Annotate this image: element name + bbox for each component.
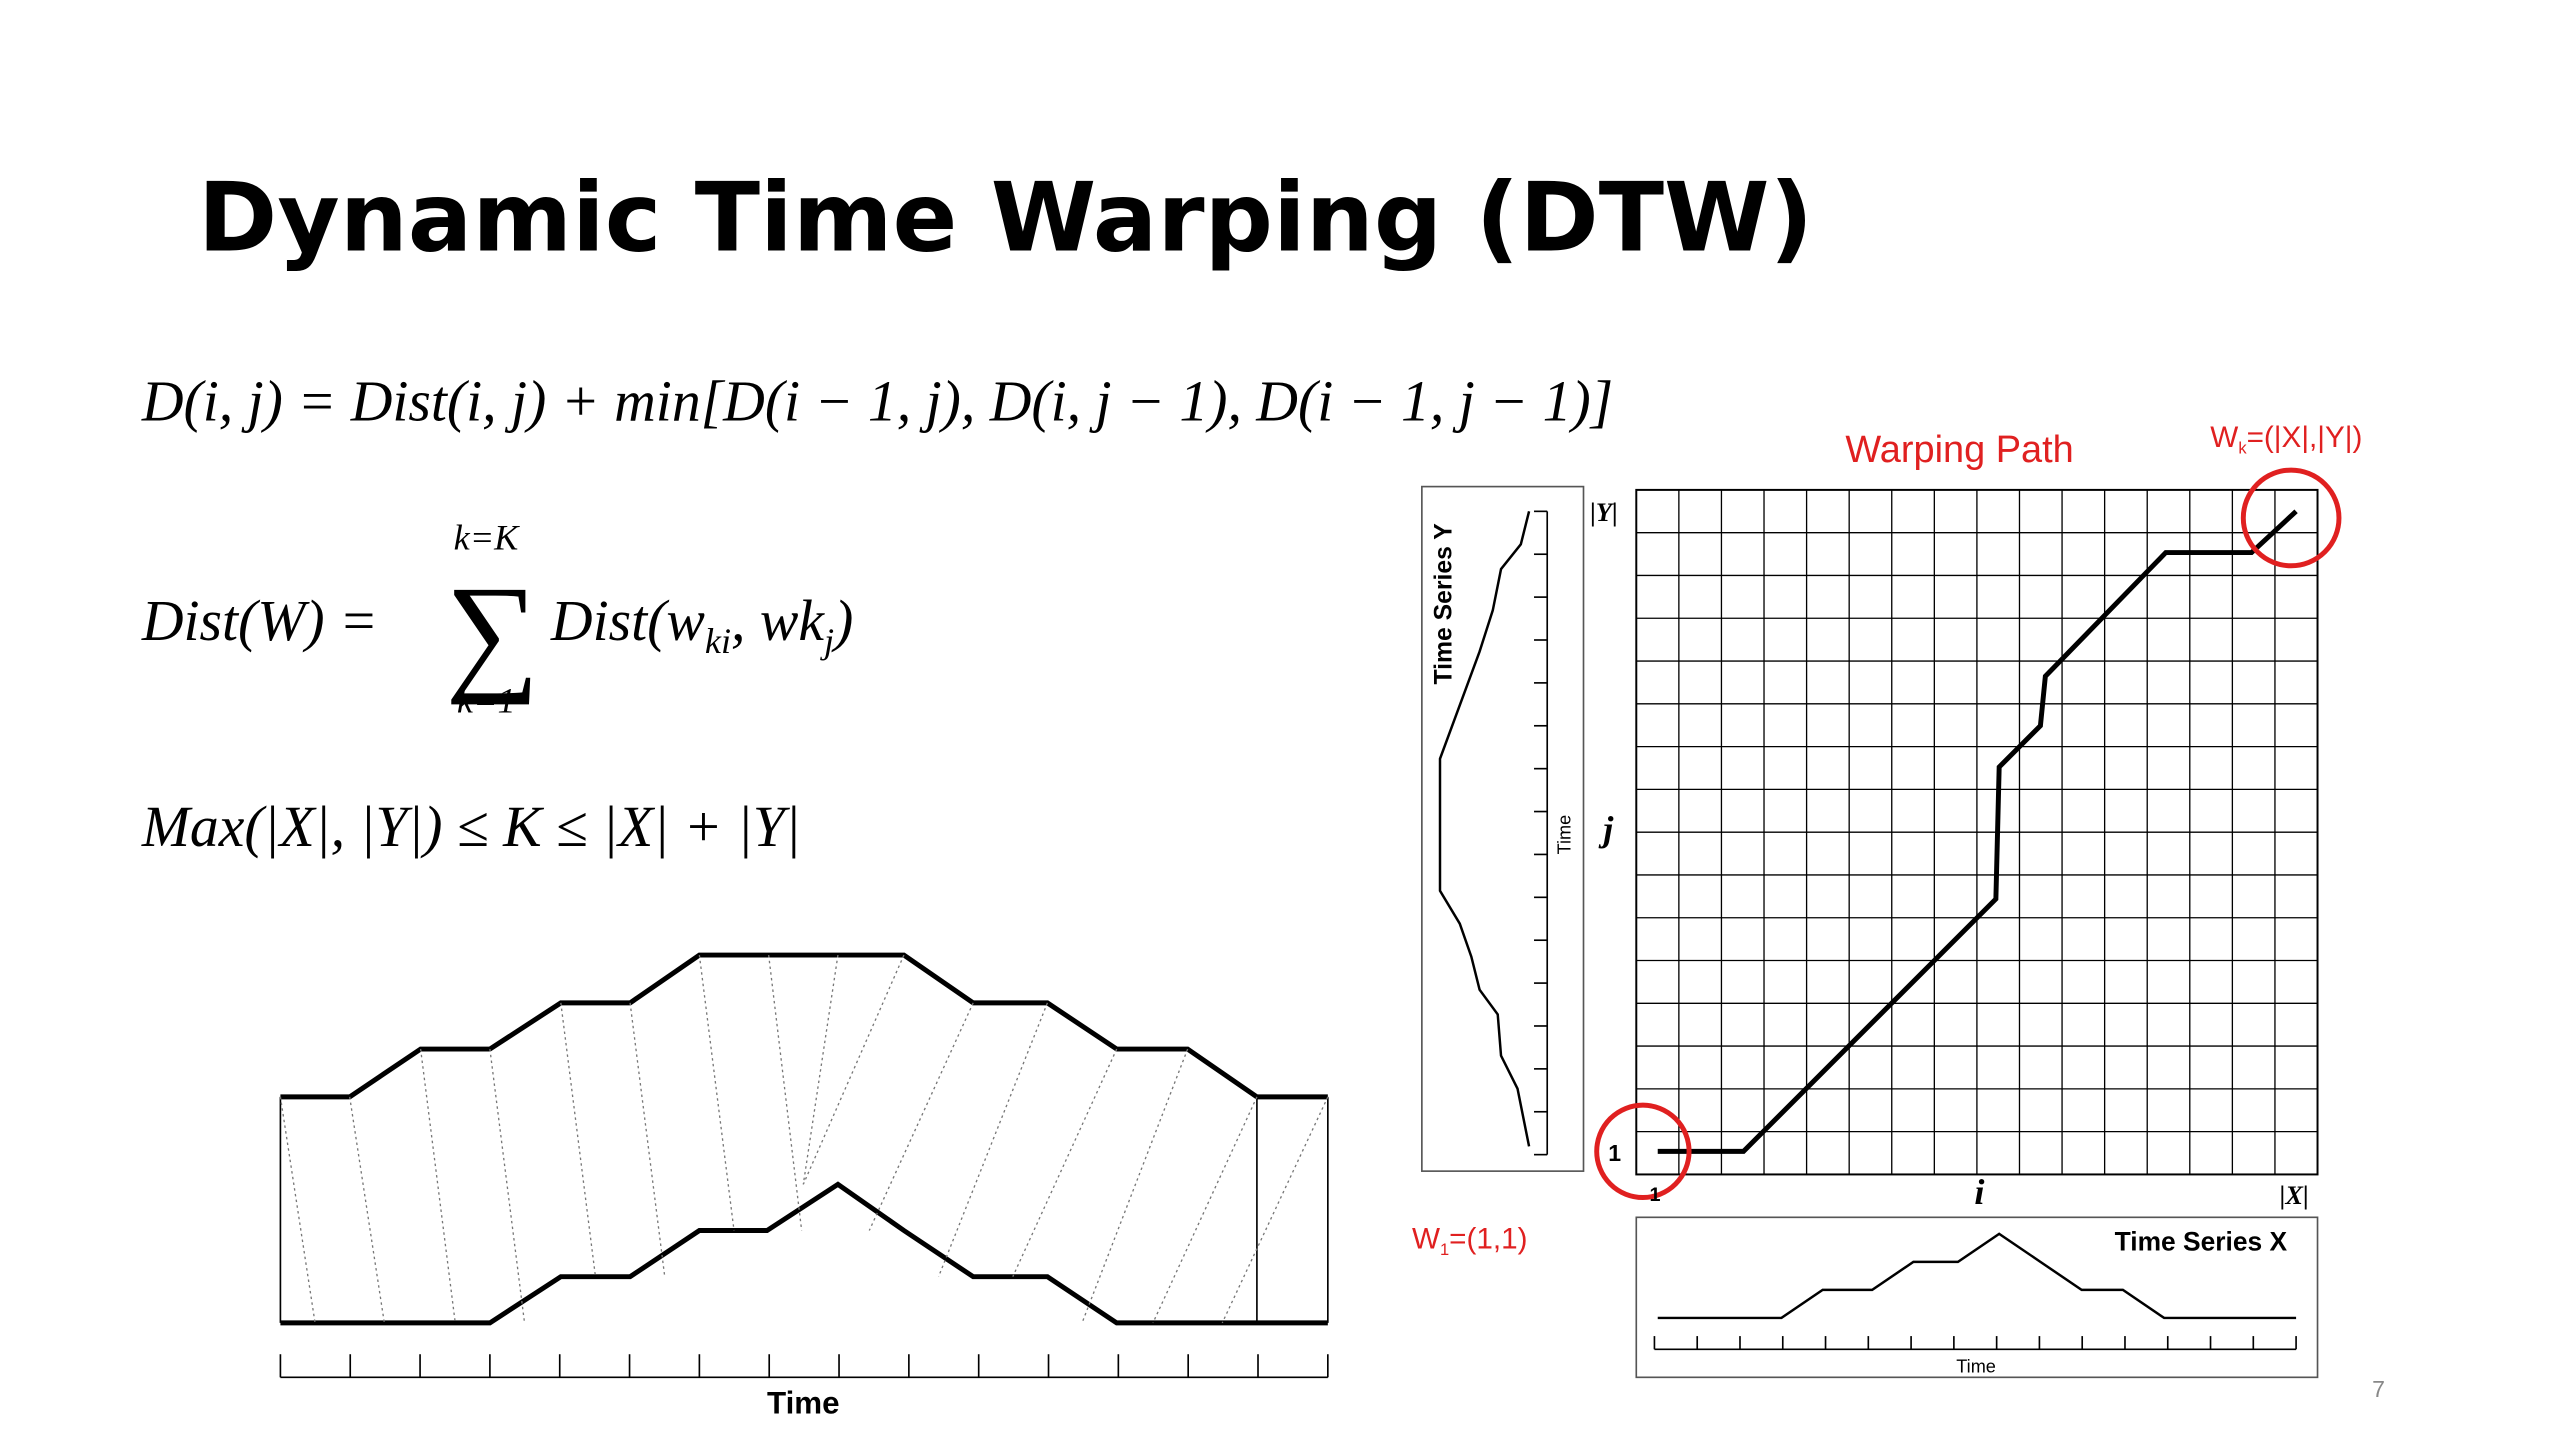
connector [802,954,839,1185]
warping-path [1657,509,2298,1154]
y-one-label: 1 [1608,1140,1621,1166]
eq-part: ) [831,590,853,653]
x-mid-label: i [1974,1172,1984,1212]
connector [1012,1048,1118,1277]
alignment-figure: Time [279,952,1329,1421]
equation: D(i, j) = Dist(i, j) + min[D(i − 1, j), … [141,371,1613,434]
connector [1152,1096,1258,1324]
y-mid-label: j [1598,809,1614,849]
axis-label: Time [767,1386,840,1421]
lbl: =(|X|,|Y|) [2247,421,2363,454]
eq-part: Dist(w [550,590,705,653]
grid [1636,489,2318,1175]
y-panel [1421,485,1585,1172]
ticks [1653,1336,2297,1350]
connector [802,954,905,1185]
eq-sub: j [820,621,834,661]
start-label: W1=(1,1) [1412,1223,1528,1260]
series-x [1657,1232,2297,1320]
x-end-label: |X| [2280,1180,2309,1210]
connector [868,1002,974,1231]
equation: Dist(W) = [141,590,378,653]
lbl-sub: k [2238,440,2247,458]
grid-frame [1635,488,2319,1176]
equation: Max(|X|, |Y|) ≤ K ≤ |X| + |Y| [141,796,801,859]
lbl: W [1412,1223,1440,1256]
eq-sub: ki [705,621,731,661]
end-label: Wk=(|X|,|Y|) [2210,421,2362,458]
series-y [1438,511,1531,1147]
connector [1081,1048,1189,1324]
connector [1221,1096,1329,1324]
x-one-label: 1 [1649,1184,1660,1206]
start-circle [1594,1102,1692,1200]
connector [349,1096,385,1323]
equation: ∑ [445,558,539,705]
lbl-sub: 1 [1440,1241,1449,1259]
page-number: 7 [2372,1376,2385,1402]
x-panel [1635,1216,2319,1379]
connector [279,1096,316,1323]
y-top-label: |Y| [1590,497,1618,527]
connector [768,954,803,1231]
x-series-label: Time Series X [2115,1226,2288,1256]
series-top [280,952,1328,1100]
y-series-label: Time Series Y [1431,523,1458,685]
lbl: W [2210,421,2238,454]
title: Dynamic Time Warping (DTW) [198,162,1813,274]
x-time-label: Time [1956,1356,1996,1376]
lbl: =(1,1) [1449,1223,1527,1256]
equation: Dist(wki, wkj) [550,590,853,661]
eq-part: , wk [731,590,825,653]
equation: k=1 [457,681,516,721]
figure-title: Warping Path [1845,429,2073,471]
equation: k=K [454,517,521,557]
ticks [1534,510,1548,1156]
end-circle [2240,467,2342,569]
y-time-label: Time [1554,815,1574,855]
connector [698,954,735,1231]
series-bottom [280,1181,1328,1326]
